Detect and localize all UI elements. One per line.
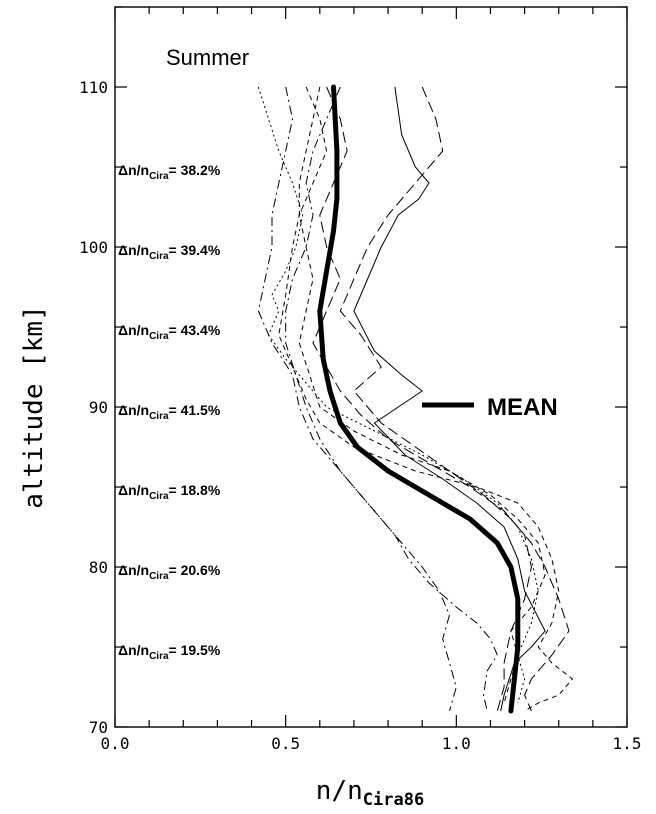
delta-annotation-sub: Cira	[149, 651, 169, 662]
delta-annotation-value: = 43.4%	[169, 322, 221, 338]
delta-annotation-sub: Cira	[149, 491, 169, 502]
delta-annotation-prefix: Δn/n	[118, 482, 149, 498]
delta-annotation: Δn/nCira= 19.5%	[118, 642, 221, 662]
y-tick-label: 80	[89, 558, 108, 577]
y-axis-label: altitude [km]	[19, 305, 49, 509]
profile-line	[285, 86, 457, 712]
profile-line	[257, 86, 498, 712]
profile-line	[339, 86, 570, 712]
delta-annotation: Δn/nCira= 39.4%	[118, 242, 221, 262]
profile-line	[353, 86, 546, 712]
axis-ticks	[114, 6, 628, 728]
x-tick-label: 0.0	[101, 734, 130, 753]
mean-line	[317, 84, 521, 714]
delta-annotation: Δn/nCira= 43.4%	[118, 322, 221, 342]
tick-labels: 0.0 0.5 1.0 1.5 70 80 90 100 110	[79, 78, 641, 753]
delta-annotation-sub: Cira	[149, 251, 169, 262]
chart-title: Summer	[166, 45, 249, 70]
delta-annotation-value: = 19.5%	[169, 642, 221, 658]
y-tick-label: 110	[79, 78, 108, 97]
y-tick-label: 70	[89, 718, 108, 737]
delta-annotation-value: = 41.5%	[169, 402, 221, 418]
delta-annotation-value: = 38.2%	[169, 162, 221, 178]
y-tick-label: 100	[79, 238, 108, 257]
x-tick-label: 1.5	[613, 734, 642, 753]
delta-annotation: Δn/nCira= 38.2%	[118, 162, 221, 182]
delta-annotation-prefix: Δn/n	[118, 162, 149, 178]
y-tick-label: 90	[89, 398, 108, 417]
delta-annotation-prefix: Δn/n	[118, 322, 149, 338]
delta-annotation-value: = 18.8%	[169, 482, 221, 498]
delta-annotation-value: = 39.4%	[169, 242, 221, 258]
x-tick-label: 1.0	[442, 734, 471, 753]
x-tick-label: 0.5	[271, 734, 300, 753]
legend-label: MEAN	[487, 394, 558, 421]
delta-annotation-sub: Cira	[149, 171, 169, 182]
delta-annotation-sub: Cira	[149, 331, 169, 342]
delta-annotation-prefix: Δn/n	[118, 402, 149, 418]
delta-annotation: Δn/nCira= 18.8%	[118, 482, 221, 502]
plot-frame	[114, 6, 628, 728]
profile-line	[298, 86, 546, 704]
delta-annotation-sub: Cira	[149, 411, 169, 422]
delta-annotation: Δn/nCira= 41.5%	[118, 402, 221, 422]
delta-annotation-prefix: Δn/n	[118, 562, 149, 578]
x-axis-label: n/nCira86	[316, 776, 424, 810]
x-axis-label-sub: Cira86	[363, 790, 424, 810]
delta-annotation-sub: Cira	[149, 571, 169, 582]
delta-annotation: Δn/nCira= 20.6%	[118, 562, 221, 582]
delta-annotation-prefix: Δn/n	[118, 642, 149, 658]
x-axis-label-main: n/n	[316, 776, 363, 806]
delta-annotation-prefix: Δn/n	[118, 242, 149, 258]
annotations: Δn/nCira= 38.2%Δn/nCira= 39.4%Δn/nCira= …	[118, 162, 221, 662]
mean-line-group	[317, 84, 521, 714]
legend: MEAN	[422, 394, 558, 421]
delta-annotation-value: = 20.6%	[169, 562, 221, 578]
